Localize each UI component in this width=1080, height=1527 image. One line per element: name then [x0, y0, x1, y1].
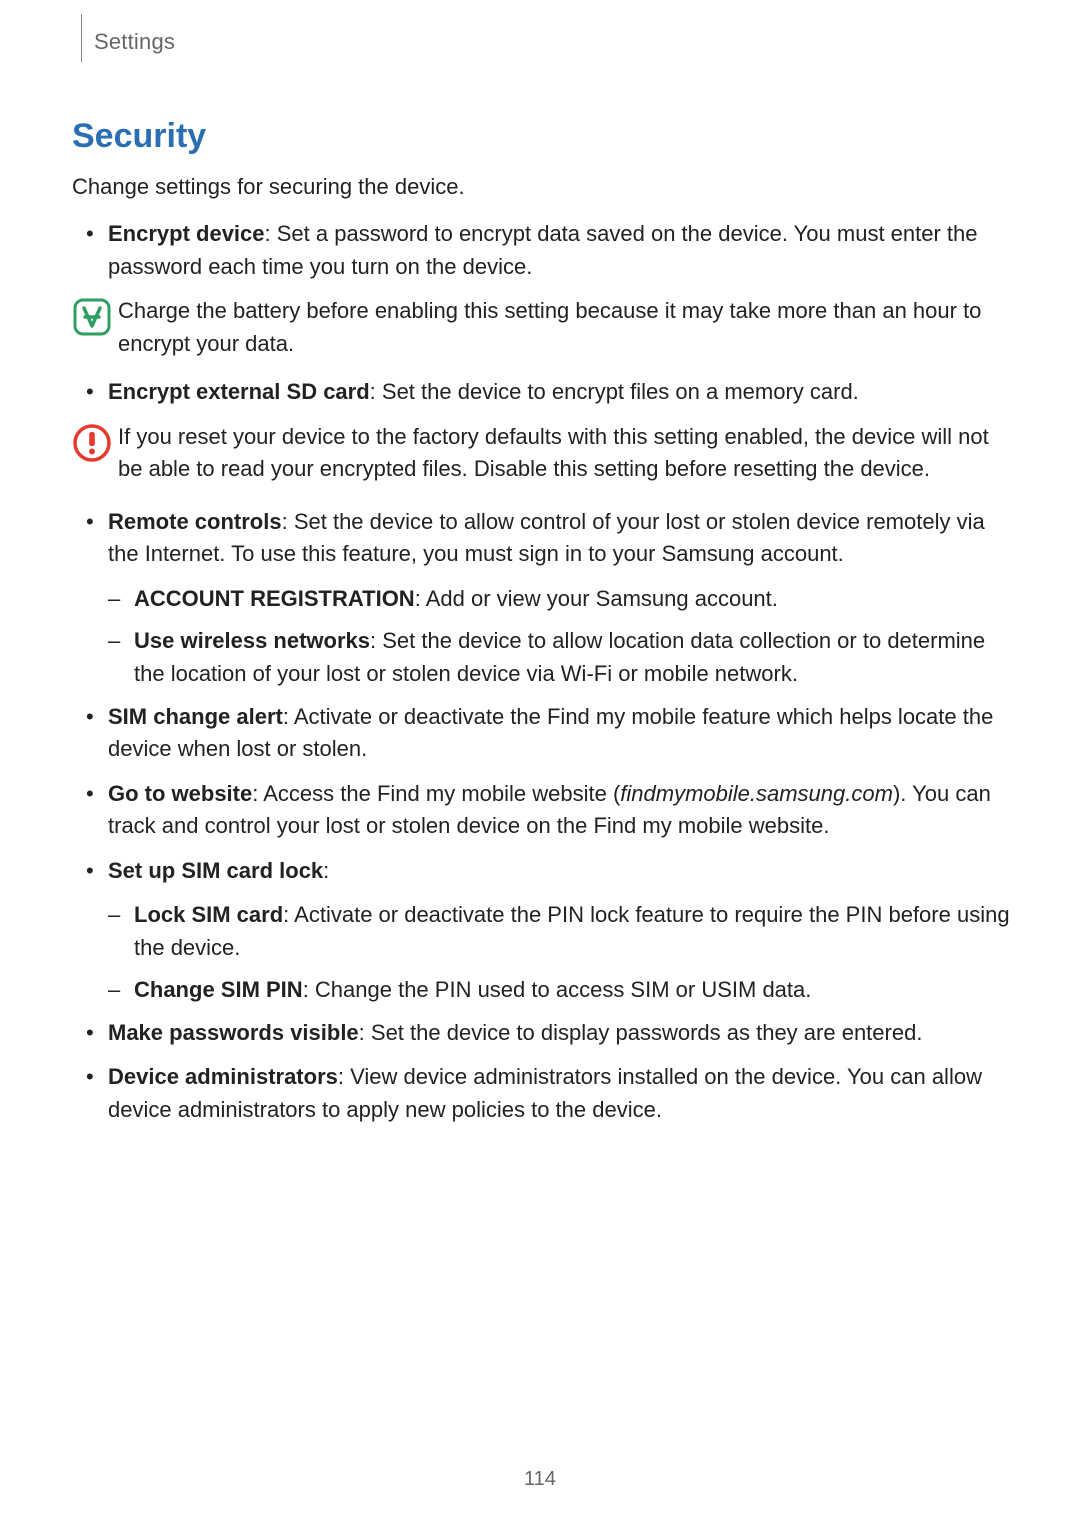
- item-label: Go to website: [108, 781, 252, 806]
- item-encrypt-device: Encrypt device: Set a password to encryp…: [72, 218, 1010, 283]
- item-desc: : Set the device to display passwords as…: [359, 1020, 923, 1045]
- sub-label: ACCOUNT REGISTRATION: [134, 586, 415, 611]
- item-desc: : Set the device to encrypt files on a m…: [370, 379, 859, 404]
- sub-desc: : Add or view your Samsung account.: [415, 586, 778, 611]
- item-desc: :: [323, 858, 329, 883]
- warning-icon: [72, 421, 118, 463]
- section-intro: Change settings for securing the device.: [72, 174, 1010, 200]
- item-set-sim-card-lock: Set up SIM card lock:: [72, 855, 1010, 888]
- sub-use-wireless-networks: Use wireless networks: Set the device to…: [72, 625, 1010, 690]
- warning-text: If you reset your device to the factory …: [118, 421, 1010, 486]
- sub-label: Change SIM PIN: [134, 977, 303, 1002]
- warning-factory-reset: If you reset your device to the factory …: [72, 421, 1010, 486]
- header-rule: [72, 14, 82, 62]
- sub-lock-sim-card: Lock SIM card: Activate or deactivate th…: [72, 899, 1010, 964]
- header-title: Settings: [94, 29, 175, 55]
- sub-desc: : Change the PIN used to access SIM or U…: [303, 977, 812, 1002]
- item-device-administrators: Device administrators: View device admin…: [72, 1061, 1010, 1126]
- item-label: Set up SIM card lock: [108, 858, 323, 883]
- item-label: Remote controls: [108, 509, 282, 534]
- sub-label: Use wireless networks: [134, 628, 370, 653]
- item-label: Encrypt device: [108, 221, 265, 246]
- sub-label: Lock SIM card: [134, 902, 283, 927]
- page-number: 114: [0, 1468, 1080, 1491]
- section-heading-security: Security: [72, 117, 1010, 156]
- item-label: Make passwords visible: [108, 1020, 359, 1045]
- item-go-to-website: Go to website: Access the Find my mobile…: [72, 778, 1010, 843]
- item-label: Encrypt external SD card: [108, 379, 370, 404]
- page: Settings Security Change settings for se…: [0, 0, 1080, 1527]
- note-charge-battery: Charge the battery before enabling this …: [72, 295, 1010, 360]
- item-desc-pre: : Access the Find my mobile website (: [252, 781, 620, 806]
- item-remote-controls: Remote controls: Set the device to allow…: [72, 506, 1010, 571]
- item-encrypt-sd: Encrypt external SD card: Set the device…: [72, 376, 1010, 409]
- item-label: Device administrators: [108, 1064, 338, 1089]
- item-make-passwords-visible: Make passwords visible: Set the device t…: [72, 1017, 1010, 1050]
- sub-change-sim-pin: Change SIM PIN: Change the PIN used to a…: [72, 974, 1010, 1007]
- note-icon: [72, 295, 118, 337]
- item-label: SIM change alert: [108, 704, 283, 729]
- item-sim-change-alert: SIM change alert: Activate or deactivate…: [72, 701, 1010, 766]
- item-desc-italic: findmymobile.samsung.com: [620, 781, 893, 806]
- note-text: Charge the battery before enabling this …: [118, 295, 1010, 360]
- settings-list: Encrypt device: Set a password to encryp…: [72, 218, 1010, 1127]
- sub-account-registration: ACCOUNT REGISTRATION: Add or view your S…: [72, 583, 1010, 616]
- page-header: Settings: [72, 30, 1010, 62]
